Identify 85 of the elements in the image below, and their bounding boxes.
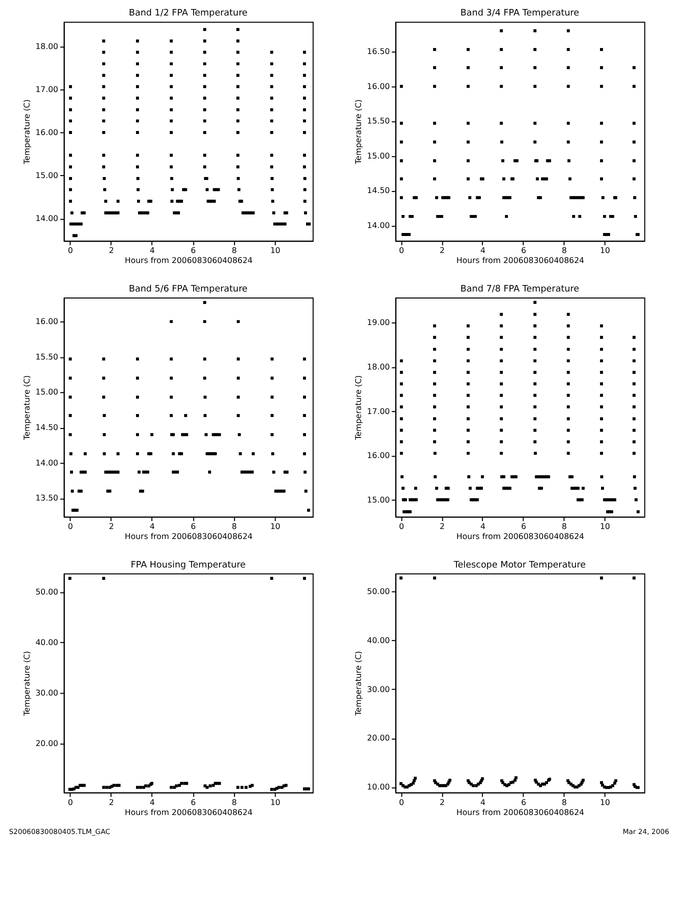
y-axis-title: Temperature (C)	[354, 375, 364, 441]
x-tick-label: 2	[440, 522, 445, 532]
y-tick-label: 40.00	[367, 636, 390, 645]
y-axis-title: Temperature (C)	[354, 651, 364, 717]
y-tick-label: 40.00	[35, 638, 58, 647]
y-tick-label: 15.00	[35, 388, 58, 397]
x-tick-label: 4	[480, 522, 486, 532]
x-tick-label: 10	[270, 246, 280, 256]
x-tick-label: 6	[190, 522, 196, 532]
x-tick-label: 4	[150, 522, 155, 532]
x-tick-label: 2	[440, 798, 445, 807]
y-tick-label: 18.00	[35, 42, 58, 52]
y-tick-label: 17.00	[35, 85, 58, 94]
y-tick-label: 15.00	[35, 170, 58, 180]
y-axis-title: Temperature (C)	[22, 99, 32, 166]
y-tick-label: 30.00	[35, 688, 58, 698]
y-tick-label: 14.50	[367, 186, 390, 196]
x-tick-label: 0	[398, 246, 404, 256]
x-axis-title: Hours from 2006083060408624	[456, 808, 584, 817]
x-tick-label: 4	[480, 246, 486, 256]
x-axis-title: Hours from 2006083060408624	[456, 532, 584, 541]
x-axis-title: Hours from 2006083060408624	[124, 532, 253, 541]
x-tick-label: 4	[480, 798, 486, 807]
y-axis-title: Temperature (C)	[354, 99, 364, 166]
y-tick-label: 14.50	[35, 423, 58, 432]
x-tick-label: 2	[440, 246, 445, 256]
x-axis-title: Hours from 2006083060408624	[124, 256, 253, 266]
x-tick-label: 10	[270, 522, 280, 532]
x-tick-label: 6	[521, 246, 526, 256]
y-tick-label: 15.50	[367, 116, 390, 126]
x-axis-title: Hours from 2006083060408624	[124, 808, 253, 817]
x-tick-label: 10	[600, 522, 610, 532]
y-tick-label: 20.00	[35, 738, 58, 748]
x-tick-label: 8	[232, 798, 237, 807]
x-tick-label: 8	[232, 246, 237, 256]
y-tick-label: 19.00	[367, 318, 390, 328]
y-tick-label: 14.00	[35, 458, 58, 468]
y-tick-label: 15.00	[367, 495, 390, 504]
x-tick-label: 2	[108, 798, 114, 807]
chart-title: Telescope Motor Temperature	[452, 560, 586, 570]
y-tick-label: 20.00	[367, 734, 390, 743]
y-tick-label: 17.00	[367, 406, 390, 416]
y-tick-label: 18.00	[367, 362, 390, 372]
y-tick-label: 14.00	[35, 214, 58, 223]
y-tick-label: 14.00	[367, 220, 390, 230]
y-tick-label: 16.50	[367, 47, 390, 56]
x-tick-label: 6	[521, 522, 526, 532]
x-tick-label: 0	[68, 246, 73, 256]
chart-title: Band 1/2 FPA Temperature	[128, 8, 248, 19]
chart-title: Band 3/4 FPA Temperature	[460, 8, 580, 19]
chart-title: FPA Housing Temperature	[130, 560, 246, 570]
chart-title: Band 7/8 FPA Temperature	[460, 284, 580, 295]
y-tick-label: 13.50	[35, 494, 58, 503]
y-tick-label: 10.00	[367, 782, 390, 792]
x-tick-label: 0	[398, 798, 404, 807]
y-axis-title: Temperature (C)	[22, 651, 32, 717]
x-tick-label: 6	[190, 798, 196, 807]
x-tick-label: 2	[108, 522, 114, 532]
y-tick-label: 16.00	[367, 451, 390, 460]
y-axis-title: Temperature (C)	[22, 375, 32, 441]
x-tick-label: 8	[562, 522, 567, 532]
x-tick-label: 4	[150, 798, 155, 807]
x-tick-label: 10	[270, 798, 280, 807]
x-tick-label: 8	[232, 522, 237, 532]
x-tick-label: 8	[562, 246, 567, 256]
x-tick-label: 0	[68, 522, 73, 532]
x-tick-label: 2	[108, 246, 114, 256]
x-tick-label: 8	[562, 798, 567, 807]
y-tick-label: 50.00	[35, 588, 58, 597]
y-tick-label: 30.00	[367, 684, 390, 694]
x-tick-label: 6	[521, 798, 526, 807]
x-tick-label: 10	[600, 246, 610, 256]
x-tick-label: 10	[600, 798, 610, 807]
y-tick-label: 16.00	[367, 82, 390, 91]
x-tick-label: 6	[190, 246, 196, 256]
x-tick-label: 4	[150, 246, 155, 256]
y-tick-label: 15.50	[35, 352, 58, 362]
x-tick-label: 0	[68, 798, 73, 807]
y-tick-label: 16.00	[35, 128, 58, 138]
x-axis-title: Hours from 2006083060408624	[456, 256, 584, 266]
chart-title: Band 5/6 FPA Temperature	[128, 284, 248, 295]
x-tick-label: 0	[398, 522, 404, 532]
y-tick-label: 50.00	[367, 587, 390, 596]
y-tick-label: 15.00	[367, 151, 390, 160]
y-tick-label: 16.00	[35, 317, 58, 326]
